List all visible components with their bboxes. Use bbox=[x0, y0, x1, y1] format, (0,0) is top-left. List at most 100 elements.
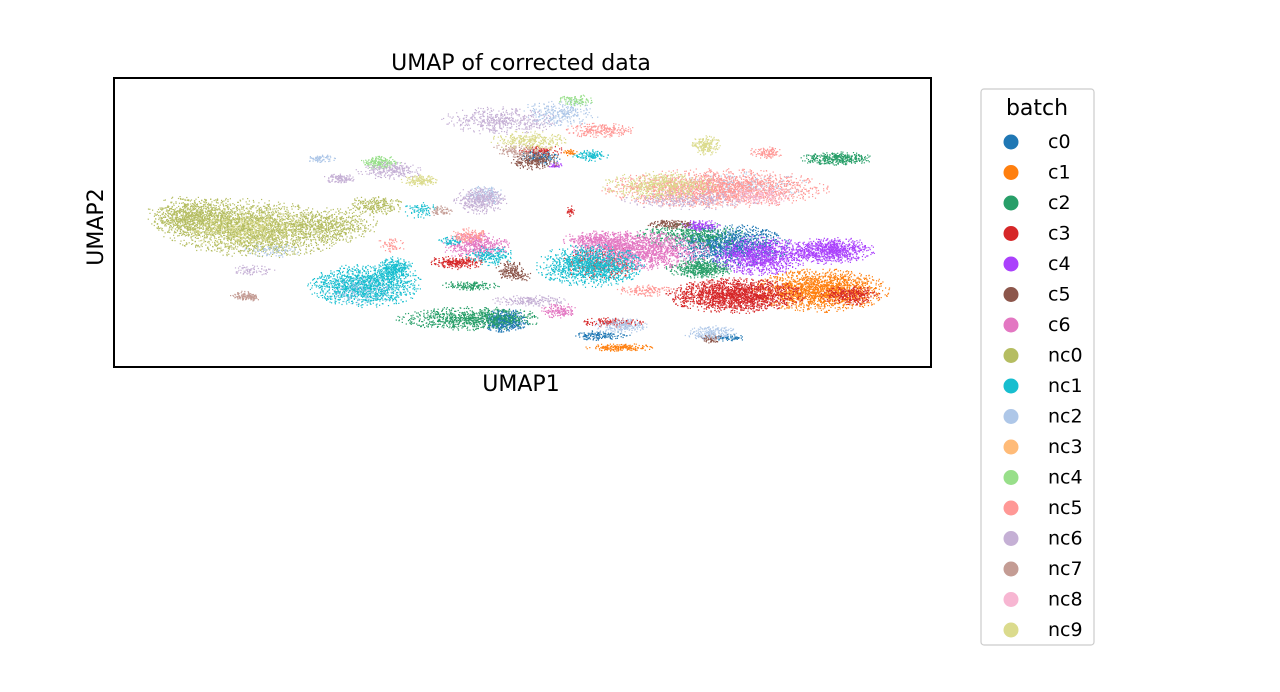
point-c0 bbox=[725, 249, 727, 251]
point-c2 bbox=[841, 161, 843, 163]
point-c0 bbox=[746, 224, 749, 227]
point-c1 bbox=[793, 272, 795, 274]
point-c2 bbox=[836, 157, 838, 159]
point-c0 bbox=[729, 225, 731, 227]
point-c0 bbox=[746, 229, 748, 231]
point-c2 bbox=[863, 162, 865, 164]
point-c0 bbox=[725, 242, 727, 244]
point-c1 bbox=[827, 305, 829, 307]
point-c0 bbox=[688, 254, 690, 256]
point-c0 bbox=[744, 243, 746, 245]
point-c2 bbox=[811, 156, 813, 158]
point-c1 bbox=[627, 347, 630, 349]
point-c1 bbox=[848, 283, 850, 285]
point-c1 bbox=[800, 283, 802, 285]
point-c1 bbox=[811, 302, 814, 304]
point-c1 bbox=[764, 278, 766, 280]
point-c2 bbox=[854, 158, 856, 160]
point-c0 bbox=[501, 324, 503, 326]
point-c2 bbox=[824, 154, 826, 156]
point-c1 bbox=[827, 293, 829, 295]
point-c0 bbox=[714, 245, 716, 248]
point-c0 bbox=[771, 250, 773, 252]
point-c1 bbox=[862, 289, 864, 292]
point-c0 bbox=[714, 250, 716, 252]
point-c1 bbox=[850, 280, 852, 282]
point-c0 bbox=[508, 324, 510, 326]
point-c1 bbox=[872, 279, 874, 281]
point-c2 bbox=[829, 157, 831, 159]
point-c1 bbox=[781, 297, 783, 299]
point-c0 bbox=[724, 248, 726, 250]
point-c1 bbox=[809, 291, 812, 293]
point-c2 bbox=[804, 160, 806, 162]
point-c0 bbox=[510, 313, 512, 315]
point-c0 bbox=[515, 321, 517, 323]
point-c0 bbox=[716, 243, 718, 245]
point-c0 bbox=[748, 241, 750, 243]
point-c1 bbox=[803, 284, 805, 286]
point-c0 bbox=[730, 266, 732, 268]
point-c2 bbox=[860, 155, 862, 157]
point-c0 bbox=[709, 247, 711, 249]
point-c0 bbox=[728, 234, 730, 236]
point-c0 bbox=[709, 228, 711, 230]
point-c1 bbox=[831, 304, 833, 306]
point-c2 bbox=[812, 161, 814, 163]
point-c0 bbox=[747, 245, 749, 248]
point-c0 bbox=[745, 249, 747, 251]
point-c1 bbox=[818, 277, 820, 279]
point-c2 bbox=[451, 285, 454, 287]
point-c0 bbox=[543, 153, 545, 155]
point-c0 bbox=[736, 241, 738, 243]
point-c2 bbox=[834, 155, 836, 157]
point-c1 bbox=[833, 277, 836, 279]
point-c0 bbox=[528, 160, 531, 162]
point-c1 bbox=[775, 285, 777, 287]
point-c1 bbox=[835, 286, 837, 289]
point-c0 bbox=[738, 247, 741, 249]
point-c1 bbox=[790, 299, 792, 301]
point-c1 bbox=[837, 275, 839, 277]
point-c0 bbox=[731, 243, 733, 246]
point-c1 bbox=[869, 285, 871, 287]
point-c0 bbox=[599, 333, 601, 335]
point-c0 bbox=[723, 245, 725, 247]
point-c2 bbox=[821, 162, 823, 164]
point-c0 bbox=[700, 254, 702, 256]
point-c2 bbox=[836, 160, 838, 162]
point-c0 bbox=[557, 154, 559, 156]
point-c0 bbox=[732, 241, 734, 243]
point-c1 bbox=[808, 296, 811, 298]
point-c0 bbox=[698, 257, 700, 259]
point-c1 bbox=[797, 282, 799, 285]
point-c0 bbox=[689, 256, 691, 258]
point-c0 bbox=[726, 254, 728, 256]
point-c0 bbox=[762, 247, 764, 249]
point-c1 bbox=[807, 294, 809, 296]
point-c1 bbox=[860, 279, 862, 281]
point-c0 bbox=[701, 243, 703, 245]
point-c1 bbox=[774, 282, 776, 284]
point-c2 bbox=[812, 157, 815, 160]
point-c1 bbox=[813, 292, 815, 295]
point-c0 bbox=[770, 245, 772, 247]
point-c1 bbox=[787, 307, 789, 309]
point-c1 bbox=[842, 304, 844, 306]
point-c0 bbox=[737, 239, 739, 241]
point-c1 bbox=[808, 273, 811, 275]
point-c1 bbox=[779, 278, 781, 280]
point-c0 bbox=[595, 336, 598, 338]
point-c0 bbox=[500, 313, 502, 315]
point-c1 bbox=[617, 346, 619, 348]
point-c0 bbox=[723, 232, 725, 234]
point-c1 bbox=[856, 277, 858, 279]
point-c1 bbox=[839, 280, 841, 282]
point-c1 bbox=[795, 285, 797, 287]
point-c2 bbox=[831, 156, 834, 158]
point-c0 bbox=[714, 249, 716, 251]
point-c0 bbox=[692, 238, 694, 240]
point-c1 bbox=[612, 343, 615, 345]
point-c1 bbox=[851, 282, 853, 284]
point-c0 bbox=[735, 233, 737, 236]
